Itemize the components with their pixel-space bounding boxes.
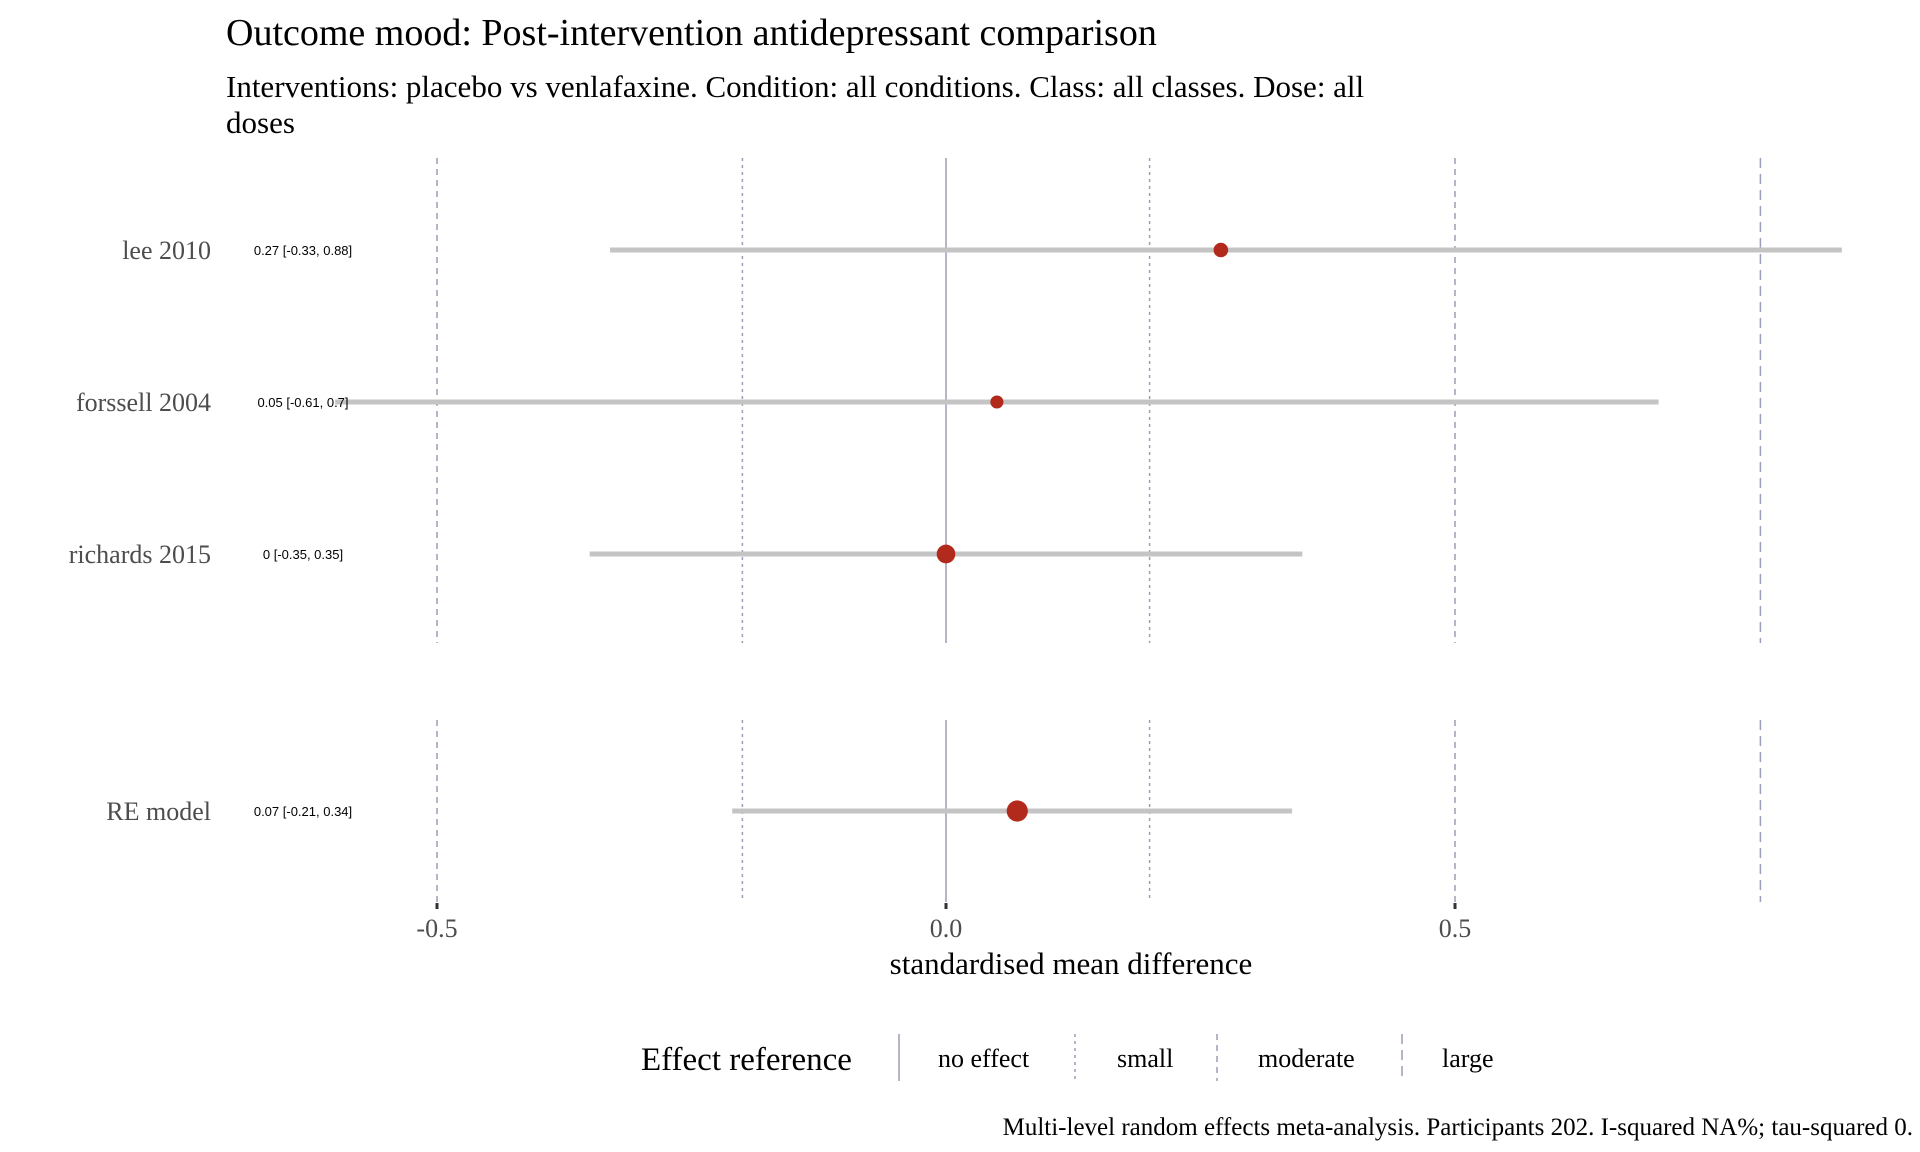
legend-label-small: small: [1117, 1044, 1173, 1073]
x-axis: -0.5 0.0 0.5: [416, 903, 1471, 943]
ci-text-labels: 0.27 [-0.33, 0.88] 0.05 [-0.61, 0.7] 0 [-0…: [254, 243, 352, 819]
summary-label: RE model: [106, 797, 211, 826]
legend-label-no-effect: no effect: [938, 1044, 1030, 1073]
effect-points: [936, 242, 1229, 822]
study-ci-text: 0.27 [-0.33, 0.88]: [254, 243, 352, 258]
study-ci-text: 0 [-0.35, 0.35]: [263, 547, 343, 562]
summary-point: [1006, 800, 1028, 822]
chart-caption: Multi-level random effects meta-analysis…: [1003, 1114, 1913, 1141]
legend-title: Effect reference: [641, 1042, 852, 1078]
study-label: richards 2015: [69, 540, 211, 569]
chart-title: Outcome mood: Post-intervention antidepr…: [226, 12, 1157, 54]
chart-subtitle-line-2: doses: [226, 105, 295, 140]
confidence-intervals: [335, 247, 1842, 814]
study-point: [936, 544, 956, 564]
study-label: lee 2010: [122, 236, 211, 265]
summary-ci-text: 0.07 [-0.21, 0.34]: [254, 804, 352, 819]
x-tick-label: 0.0: [930, 914, 963, 943]
x-axis-title: standardised mean difference: [890, 946, 1253, 981]
x-tick-label: 0.5: [1439, 914, 1472, 943]
x-tick-label: -0.5: [416, 914, 457, 943]
legend-label-large: large: [1442, 1044, 1494, 1073]
study-point: [1213, 242, 1229, 258]
study-point: [990, 395, 1004, 409]
legend-label-moderate: moderate: [1258, 1044, 1355, 1073]
study-label: forssell 2004: [76, 388, 211, 417]
study-ci-text: 0.05 [-0.61, 0.7]: [257, 395, 348, 410]
chart-subtitle-line-1: Interventions: placebo vs venlafaxine. C…: [226, 69, 1364, 104]
legend: Effect reference no effect small moderate l…: [641, 1034, 1494, 1081]
study-labels: lee 2010 forssell 2004 richards 2015 RE mod…: [69, 236, 211, 826]
